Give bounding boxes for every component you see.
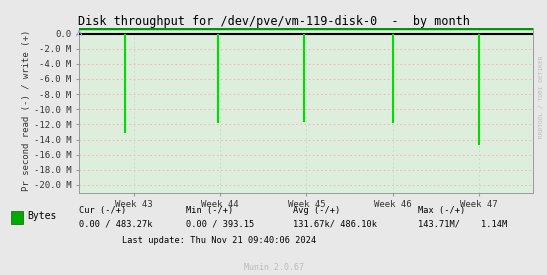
Text: RRDTOOL / TOBI OETIKER: RRDTOOL / TOBI OETIKER xyxy=(538,55,543,138)
Text: Max (-/+): Max (-/+) xyxy=(418,206,465,215)
Text: 0.00 / 483.27k: 0.00 / 483.27k xyxy=(79,220,153,229)
Text: Bytes: Bytes xyxy=(27,211,57,221)
Text: Min (-/+): Min (-/+) xyxy=(186,206,233,215)
Text: Munin 2.0.67: Munin 2.0.67 xyxy=(243,263,304,271)
Text: Last update: Thu Nov 21 09:40:06 2024: Last update: Thu Nov 21 09:40:06 2024 xyxy=(121,236,316,245)
Text: Cur (-/+): Cur (-/+) xyxy=(79,206,126,215)
Text: Disk throughput for /dev/pve/vm-119-disk-0  -  by month: Disk throughput for /dev/pve/vm-119-disk… xyxy=(78,15,469,28)
Text: Avg (-/+): Avg (-/+) xyxy=(293,206,340,215)
Text: 143.71M/    1.14M: 143.71M/ 1.14M xyxy=(418,220,508,229)
Text: 0.00 / 393.15: 0.00 / 393.15 xyxy=(186,220,254,229)
Y-axis label: Pr second read (-) / write (+): Pr second read (-) / write (+) xyxy=(22,29,31,191)
Text: 131.67k/ 486.10k: 131.67k/ 486.10k xyxy=(293,220,377,229)
